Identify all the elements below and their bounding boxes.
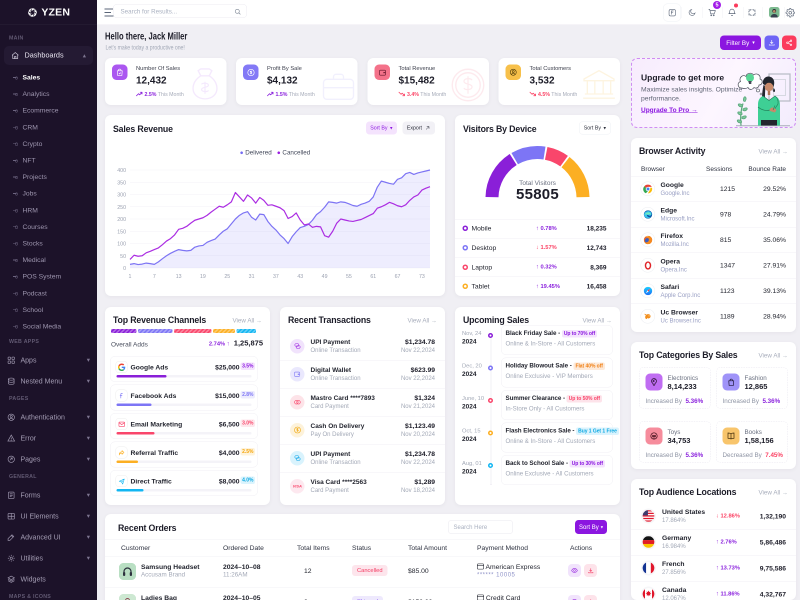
svg-text:350: 350 [117,180,126,186]
svg-text:19: 19 [200,274,206,280]
svg-text:50: 50 [120,254,126,260]
svg-text:7: 7 [153,274,156,280]
svg-text:150: 150 [117,229,126,235]
svg-text:49: 49 [322,274,328,280]
svg-text:0: 0 [123,266,126,272]
svg-text:13: 13 [176,274,182,280]
svg-text:37: 37 [273,274,279,280]
svg-text:31: 31 [249,274,255,280]
svg-text:1: 1 [129,274,132,280]
svg-text:250: 250 [117,205,126,211]
svg-text:73: 73 [419,274,425,280]
svg-text:200: 200 [117,217,126,223]
svg-text:43: 43 [297,274,303,280]
svg-text:61: 61 [370,274,376,280]
svg-text:300: 300 [117,193,126,199]
svg-text:400: 400 [117,168,126,174]
svg-text:55: 55 [346,274,352,280]
svg-text:25: 25 [224,274,230,280]
svg-text:67: 67 [395,274,401,280]
svg-text:100: 100 [117,242,126,248]
